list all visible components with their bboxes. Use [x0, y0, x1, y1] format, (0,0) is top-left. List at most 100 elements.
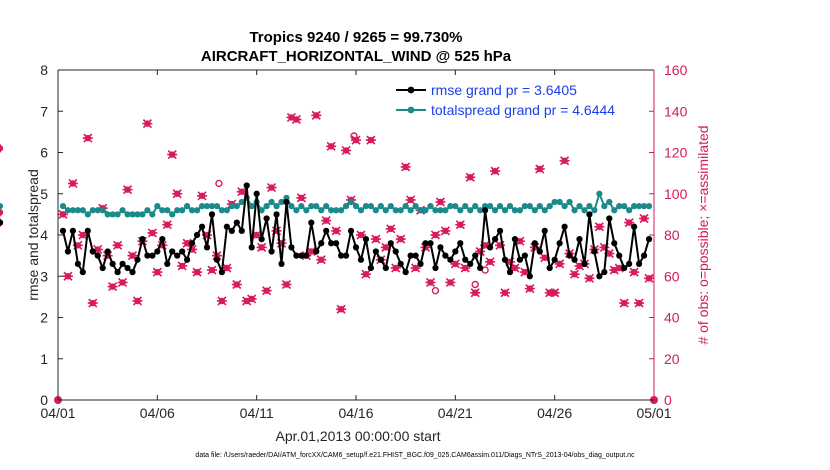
- totalspread-point: [472, 203, 479, 210]
- totalspread-point: [576, 203, 583, 210]
- obs-possible-point: [471, 280, 479, 289]
- rmse-point: [293, 252, 300, 259]
- obs-possible-point: [431, 286, 440, 295]
- right-tick-label: 140: [664, 103, 688, 119]
- rmse-point: [69, 227, 76, 234]
- obs-assimilated-point: [405, 195, 416, 205]
- totalspread-point: [412, 203, 419, 210]
- totalspread-point: [531, 207, 538, 214]
- rmse-point: [114, 269, 121, 276]
- obs-assimilated-point: [485, 257, 496, 267]
- left-tick-label: 2: [40, 310, 48, 326]
- obs-assimilated-point: [365, 135, 376, 145]
- totalspread-point: [338, 207, 345, 214]
- obs-assimilated-point: [192, 267, 203, 277]
- rmse-point: [457, 240, 464, 247]
- rmse-point: [367, 264, 374, 272]
- rmse-point: [462, 256, 469, 263]
- obs-assimilated-point: [524, 284, 535, 294]
- rmse-point: [223, 223, 230, 230]
- rmse-point: [526, 273, 533, 280]
- rmse-point: [308, 219, 315, 226]
- totalspread-point: [218, 207, 225, 214]
- left-tick-label: 8: [40, 62, 48, 78]
- rmse-point: [377, 256, 384, 263]
- totalspread-point: [179, 207, 186, 214]
- legend-rmse-label: rmse grand pr = 3.6405: [431, 82, 577, 98]
- totalspread-point: [551, 198, 558, 206]
- totalspread-point: [477, 207, 484, 214]
- totalspread-point: [174, 207, 181, 214]
- x-axis-label: Apr.01,2013 00:00:00 start: [275, 428, 440, 444]
- totalspread-point: [144, 207, 151, 214]
- obs-assimilated-point: [122, 185, 133, 195]
- legend: rmse grand pr = 3.6405 totalspread grand…: [396, 82, 615, 118]
- obs-assimilated-point: [534, 164, 545, 174]
- rmse-point: [581, 260, 588, 267]
- obs-assimilated-point: [82, 133, 93, 143]
- rmse-point: [407, 252, 414, 259]
- obs-assimilated-point: [296, 193, 307, 203]
- obs-assimilated-point: [440, 226, 451, 236]
- totalspread-point: [347, 198, 355, 206]
- rmse-point: [64, 248, 72, 255]
- totalspread-point: [372, 207, 379, 214]
- obs-assimilated-point: [465, 172, 476, 182]
- right-tick-label: 100: [664, 186, 688, 202]
- rmse-point: [338, 252, 345, 259]
- x-tick-label: 04/06: [140, 405, 175, 421]
- totalspread-point: [89, 207, 96, 214]
- obs-assimilated-point: [291, 114, 302, 125]
- totalspread-series: [0, 190, 653, 218]
- totalspread-point: [268, 198, 275, 206]
- totalspread-point: [491, 207, 499, 214]
- rmse-point: [541, 227, 548, 234]
- rmse-point: [447, 256, 454, 263]
- rmse-point: [382, 264, 389, 272]
- rmse-point: [59, 227, 67, 234]
- chart-title-line1: Tropics 9240 / 9265 = 99.730%: [249, 29, 462, 46]
- rmse-point: [179, 248, 186, 255]
- rmse-point: [109, 260, 116, 267]
- rmse-point: [323, 227, 330, 234]
- rmse-point: [387, 240, 394, 247]
- right-tick-label: 20: [664, 351, 680, 367]
- rmse-point: [546, 264, 553, 272]
- obs-assimilated-point: [644, 273, 655, 283]
- rmse-point: [0, 219, 4, 226]
- totalspread-point: [79, 207, 86, 214]
- totalspread-point: [273, 203, 280, 210]
- totalspread-point: [109, 211, 116, 218]
- rmse-point: [154, 248, 161, 255]
- rmse-point: [328, 240, 335, 247]
- totalspread-point: [516, 207, 524, 214]
- totalspread-point: [442, 207, 449, 214]
- totalspread-point: [59, 203, 67, 210]
- totalspread-point: [606, 198, 613, 206]
- rmse-point: [472, 252, 479, 259]
- totalspread-point: [248, 203, 255, 210]
- totalspread-point: [193, 207, 201, 214]
- obs-assimilated-point: [216, 296, 227, 306]
- totalspread-point: [496, 203, 504, 210]
- rmse-point: [392, 248, 399, 255]
- right-tick-label: 80: [664, 227, 680, 243]
- rmse-point: [556, 240, 563, 247]
- obs-assimilated-point: [569, 269, 580, 279]
- rmse-point: [362, 236, 370, 243]
- rmse-point: [149, 252, 156, 259]
- rmse-point: [611, 240, 618, 247]
- totalspread-point: [561, 203, 568, 210]
- rmse-point: [238, 227, 245, 234]
- rmse-point: [576, 236, 583, 243]
- rmse-point: [422, 240, 429, 247]
- rmse-point: [427, 240, 434, 247]
- rmse-point: [372, 248, 379, 255]
- rmse-point: [74, 260, 81, 267]
- totalspread-point: [223, 207, 230, 214]
- totalspread-point: [377, 203, 384, 210]
- obs-assimilated-point: [152, 267, 163, 277]
- rmse-point: [313, 248, 320, 255]
- totalspread-point: [333, 207, 340, 214]
